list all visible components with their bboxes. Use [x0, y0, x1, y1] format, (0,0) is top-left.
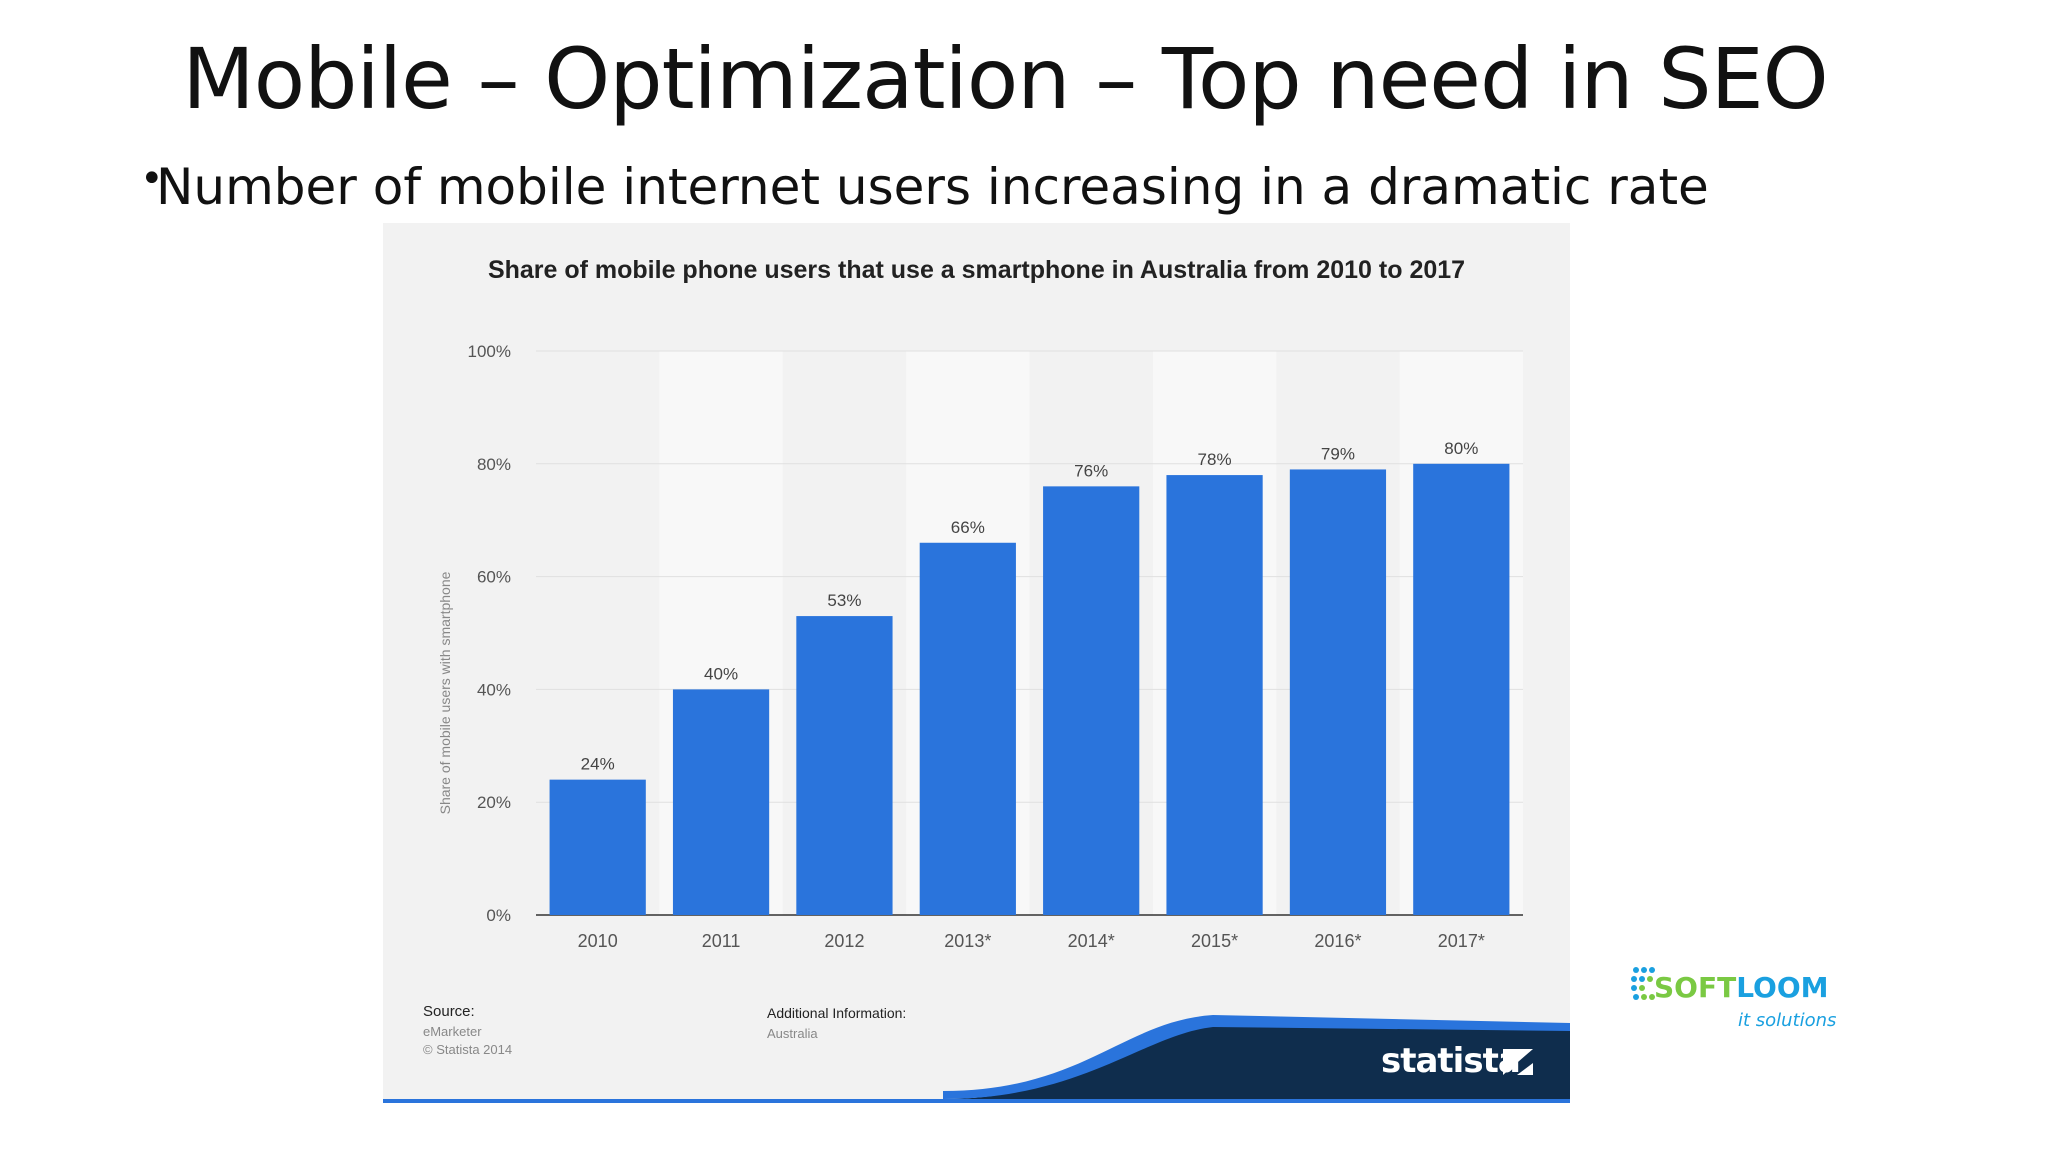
- bar: [796, 616, 893, 915]
- bullet-dot-icon: •: [140, 156, 164, 202]
- dots-icon: [1631, 967, 1655, 1000]
- statista-mark-icon: [1503, 1049, 1533, 1075]
- x-tick-label: 2014*: [1068, 931, 1115, 951]
- y-tick-label: 60%: [477, 568, 511, 587]
- y-tick-label: 0%: [486, 906, 511, 925]
- bullet-text: Number of mobile internet users increasi…: [156, 158, 1709, 216]
- bar: [1289, 469, 1387, 915]
- bar: [919, 542, 1016, 915]
- y-tick-label: 20%: [477, 793, 511, 812]
- bar: [1413, 463, 1510, 915]
- chart-title: Share of mobile phone users that use a s…: [487, 256, 1466, 284]
- source-line: eMarketer: [423, 1024, 482, 1039]
- data-label: 53%: [827, 591, 861, 610]
- bullet-item: • Number of mobile internet users increa…: [140, 156, 1709, 216]
- slide-title: Mobile – Optimization – Top need in SEO: [182, 30, 1829, 128]
- x-tick-label: 2012: [824, 931, 864, 951]
- bar-chart: 0% 20% 40% 60% 80% 100% 24% 2010 40% 2011 53% 2012 6…: [437, 342, 1523, 951]
- y-tick-label: 80%: [477, 455, 511, 474]
- x-tick-label: 2017*: [1438, 931, 1485, 951]
- x-tick-label: 2015*: [1191, 931, 1238, 951]
- bar: [1043, 486, 1140, 915]
- y-tick-label: 100%: [468, 342, 511, 361]
- logo-loom: LOOM: [1736, 971, 1829, 1004]
- y-tick-label: 40%: [477, 680, 511, 699]
- y-axis-label: Share of mobile users with smartphone: [437, 571, 453, 814]
- data-label: 24%: [581, 755, 615, 774]
- x-tick-label: 2016*: [1314, 931, 1361, 951]
- bar: [672, 689, 770, 915]
- x-tick-label: 2010: [578, 931, 618, 951]
- data-label: 79%: [1321, 444, 1355, 463]
- data-label: 80%: [1444, 439, 1478, 458]
- bar: [1166, 475, 1263, 915]
- source-label: Source:: [423, 1003, 475, 1020]
- logo-wordmark: SOFTLOOM: [1654, 971, 1829, 1004]
- additional-info-label: Additional Information:: [767, 1005, 907, 1021]
- data-label: 40%: [704, 664, 738, 683]
- data-label: 78%: [1198, 450, 1232, 469]
- additional-info-value: Australia: [767, 1026, 818, 1041]
- logo-tagline: it solutions: [1738, 1010, 1837, 1031]
- data-label: 76%: [1074, 461, 1108, 480]
- statista-swoosh: [383, 1015, 1570, 1103]
- data-label: 66%: [951, 518, 985, 537]
- copyright-line: © Statista 2014: [423, 1042, 513, 1057]
- x-tick-label: 2013*: [944, 931, 991, 951]
- chart-container: Share of mobile phone users that use a s…: [383, 223, 1570, 1103]
- bar: [549, 779, 646, 915]
- x-tick-label: 2011: [702, 931, 741, 951]
- logo-soft: SOFT: [1654, 971, 1737, 1004]
- statista-brand: statista: [1381, 1041, 1521, 1081]
